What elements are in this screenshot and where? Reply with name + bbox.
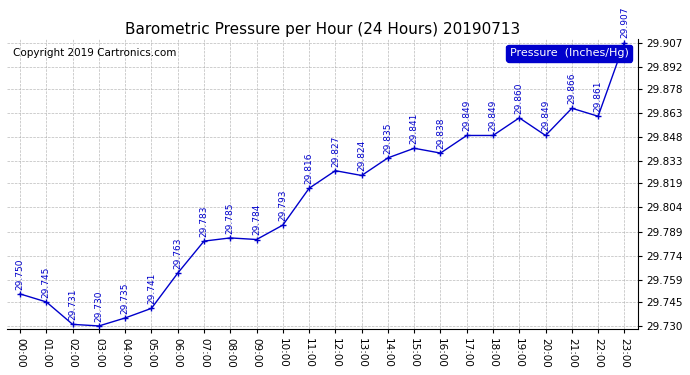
Text: 29.849: 29.849 bbox=[541, 100, 550, 131]
Pressure  (Inches/Hg) bbox=[16, 292, 24, 296]
Text: 29.838: 29.838 bbox=[436, 117, 445, 149]
Text: 29.783: 29.783 bbox=[199, 206, 208, 237]
Pressure  (Inches/Hg) bbox=[620, 40, 629, 45]
Text: 29.763: 29.763 bbox=[173, 237, 182, 269]
Pressure  (Inches/Hg) bbox=[200, 239, 208, 243]
Text: 29.827: 29.827 bbox=[331, 135, 340, 166]
Title: Barometric Pressure per Hour (24 Hours) 20190713: Barometric Pressure per Hour (24 Hours) … bbox=[125, 22, 520, 37]
Text: Copyright 2019 Cartronics.com: Copyright 2019 Cartronics.com bbox=[13, 48, 177, 58]
Pressure  (Inches/Hg) bbox=[226, 236, 235, 240]
Text: 29.824: 29.824 bbox=[357, 140, 366, 171]
Pressure  (Inches/Hg) bbox=[331, 168, 339, 173]
Text: 29.849: 29.849 bbox=[462, 100, 471, 131]
Text: 29.860: 29.860 bbox=[515, 82, 524, 114]
Pressure  (Inches/Hg) bbox=[568, 106, 576, 111]
Pressure  (Inches/Hg) bbox=[410, 146, 418, 150]
Text: 29.816: 29.816 bbox=[304, 153, 313, 184]
Pressure  (Inches/Hg) bbox=[436, 151, 444, 155]
Text: 29.735: 29.735 bbox=[121, 282, 130, 314]
Pressure  (Inches/Hg) bbox=[42, 300, 50, 304]
Text: 29.741: 29.741 bbox=[147, 273, 156, 304]
Pressure  (Inches/Hg) bbox=[279, 223, 287, 227]
Pressure  (Inches/Hg) bbox=[357, 173, 366, 178]
Legend: Pressure  (Inches/Hg): Pressure (Inches/Hg) bbox=[506, 45, 632, 62]
Pressure  (Inches/Hg) bbox=[68, 322, 77, 327]
Pressure  (Inches/Hg) bbox=[253, 237, 261, 242]
Text: 29.841: 29.841 bbox=[410, 113, 419, 144]
Text: 29.861: 29.861 bbox=[593, 81, 602, 112]
Pressure  (Inches/Hg) bbox=[515, 116, 524, 120]
Pressure  (Inches/Hg) bbox=[174, 271, 182, 275]
Pressure  (Inches/Hg) bbox=[384, 156, 392, 160]
Pressure  (Inches/Hg) bbox=[594, 114, 602, 118]
Text: 29.849: 29.849 bbox=[489, 100, 497, 131]
Pressure  (Inches/Hg) bbox=[147, 306, 155, 310]
Pressure  (Inches/Hg) bbox=[489, 133, 497, 138]
Pressure  (Inches/Hg) bbox=[305, 186, 313, 190]
Text: 29.907: 29.907 bbox=[620, 7, 629, 39]
Pressure  (Inches/Hg) bbox=[95, 324, 103, 328]
Line: Pressure  (Inches/Hg): Pressure (Inches/Hg) bbox=[17, 39, 628, 329]
Text: 29.730: 29.730 bbox=[95, 290, 103, 322]
Text: 29.745: 29.745 bbox=[42, 266, 51, 298]
Pressure  (Inches/Hg) bbox=[462, 133, 471, 138]
Text: 29.731: 29.731 bbox=[68, 289, 77, 320]
Text: 29.784: 29.784 bbox=[252, 204, 261, 236]
Text: 29.793: 29.793 bbox=[278, 189, 287, 221]
Text: 29.866: 29.866 bbox=[567, 73, 576, 104]
Pressure  (Inches/Hg) bbox=[542, 133, 550, 138]
Text: 29.785: 29.785 bbox=[226, 202, 235, 234]
Text: 29.750: 29.750 bbox=[16, 258, 25, 290]
Pressure  (Inches/Hg) bbox=[121, 316, 129, 320]
Text: 29.835: 29.835 bbox=[384, 122, 393, 154]
